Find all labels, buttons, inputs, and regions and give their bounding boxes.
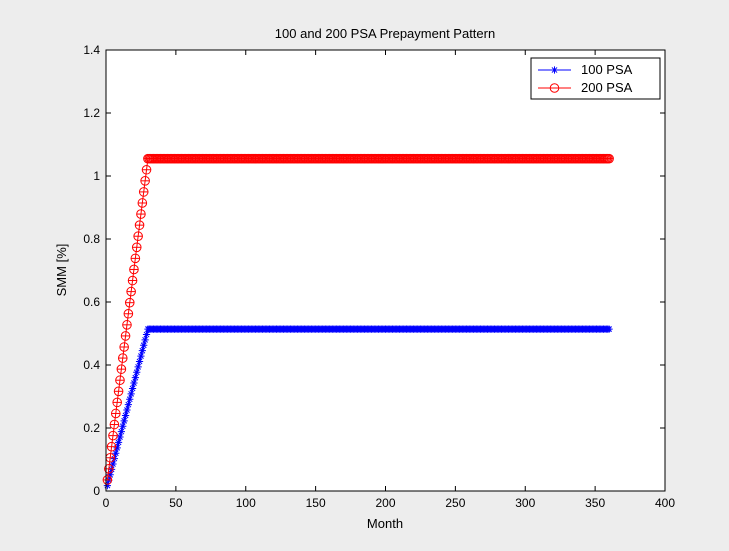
data-point (121, 411, 130, 420)
data-point (109, 460, 117, 468)
data-point (103, 482, 111, 490)
x-tick-label: 0 (103, 496, 110, 510)
chart-title: 100 and 200 PSA Prepayment Pattern (275, 26, 495, 41)
y-tick-label: 0.4 (83, 358, 100, 372)
data-point (131, 374, 139, 382)
y-tick-label: 0.2 (83, 421, 100, 435)
data-point (140, 341, 148, 349)
data-point (130, 379, 138, 387)
x-tick-label: 350 (585, 496, 605, 510)
data-point (138, 347, 146, 355)
data-point (133, 368, 141, 376)
data-point (119, 422, 127, 430)
y-axis-label: SMM [%] (54, 244, 69, 297)
y-ticks: 0 0.2 0.4 0.6 0.8 1 1.2 1.4 (83, 43, 665, 498)
data-point (126, 395, 134, 403)
data-point (137, 352, 145, 360)
legend-label-200-psa: 200 PSA (581, 80, 633, 95)
x-tick-label: 200 (375, 496, 395, 510)
legend-label-100-psa: 100 PSA (581, 62, 633, 77)
x-tick-label: 400 (655, 496, 675, 510)
data-point (127, 390, 135, 398)
x-tick-label: 50 (169, 496, 183, 510)
data-point (117, 428, 125, 436)
plot-area (106, 50, 665, 491)
series-200-psa (102, 153, 614, 485)
data-point (106, 471, 114, 479)
legend-circle-icon (549, 83, 560, 93)
legend-marker (550, 66, 559, 74)
data-point (128, 384, 137, 393)
data-point (142, 330, 151, 339)
data-point (124, 401, 132, 409)
data-point (107, 465, 116, 474)
series-layer (102, 153, 614, 490)
data-point (113, 444, 121, 452)
y-tick-label: 1.2 (83, 106, 100, 120)
data-point (112, 449, 120, 457)
legend: 100 PSA 200 PSA (530, 57, 661, 100)
data-point (605, 325, 613, 333)
x-tick-label: 100 (236, 496, 256, 510)
x-tick-label: 150 (306, 496, 326, 510)
data-point (135, 357, 144, 366)
data-point (120, 417, 128, 425)
y-tick-label: 1 (93, 169, 100, 183)
y-tick-label: 0 (93, 484, 100, 498)
data-point (123, 406, 131, 414)
data-point (114, 438, 123, 447)
data-point (134, 363, 142, 371)
y-tick-label: 1.4 (83, 43, 100, 57)
y-tick-label: 0.8 (83, 232, 100, 246)
x-ticks: 0 50 100 150 200 250 300 350 400 (103, 50, 675, 510)
legend-asterisk-icon (550, 66, 559, 74)
x-tick-label: 300 (515, 496, 535, 510)
y-tick-label: 0.6 (83, 295, 100, 309)
series-100-psa (103, 325, 613, 490)
data-point (116, 433, 124, 441)
x-tick-label: 250 (445, 496, 465, 510)
data-point (141, 336, 149, 344)
x-axis-label: Month (367, 516, 403, 531)
